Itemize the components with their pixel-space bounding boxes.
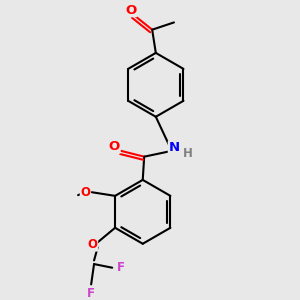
Text: F: F <box>86 286 94 300</box>
Text: H: H <box>183 147 193 160</box>
Text: O: O <box>80 186 90 199</box>
Text: F: F <box>117 261 125 274</box>
Text: N: N <box>168 142 179 154</box>
Text: O: O <box>125 4 137 16</box>
Text: O: O <box>88 238 98 251</box>
Text: O: O <box>109 140 120 153</box>
